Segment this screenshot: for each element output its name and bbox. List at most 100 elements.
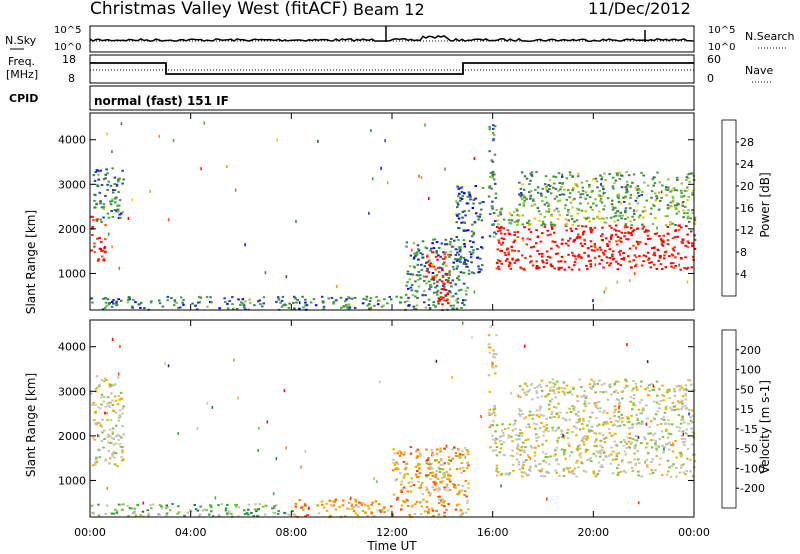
range-cell bbox=[360, 503, 363, 506]
range-cell bbox=[653, 251, 656, 254]
range-cell bbox=[110, 436, 114, 439]
range-cell bbox=[550, 214, 553, 217]
range-cell bbox=[680, 386, 684, 389]
range-cell bbox=[235, 307, 239, 310]
range-cell bbox=[457, 195, 460, 198]
range-cell bbox=[589, 206, 593, 209]
colorbar-tick-label: -200 bbox=[740, 482, 765, 495]
range-cell bbox=[348, 501, 351, 504]
range-cell bbox=[540, 395, 544, 398]
range-cell bbox=[447, 279, 450, 282]
range-cell bbox=[494, 365, 498, 368]
range-cell bbox=[616, 262, 620, 265]
y-tick-label: 2000 bbox=[58, 430, 86, 443]
range-cell bbox=[634, 444, 637, 447]
range-cell bbox=[440, 242, 444, 245]
range-cell bbox=[538, 407, 542, 410]
range-cell bbox=[623, 226, 627, 229]
range-cell bbox=[103, 380, 106, 383]
range-cell bbox=[427, 280, 431, 283]
range-cell bbox=[350, 504, 354, 507]
range-cell bbox=[352, 510, 356, 513]
range-cell bbox=[452, 295, 455, 298]
range-cell bbox=[100, 206, 104, 209]
range-cell bbox=[686, 199, 689, 201]
range-cell bbox=[682, 471, 685, 474]
range-cell bbox=[537, 191, 540, 194]
range-cell bbox=[106, 132, 108, 136]
range-cell bbox=[682, 216, 685, 219]
range-cell bbox=[102, 297, 105, 300]
range-cell bbox=[531, 398, 534, 401]
range-cell bbox=[459, 248, 462, 251]
range-cell bbox=[488, 426, 492, 429]
range-cell bbox=[581, 422, 584, 425]
range-cell bbox=[470, 271, 474, 274]
range-cell bbox=[634, 462, 638, 465]
range-cell bbox=[158, 504, 162, 507]
range-cell bbox=[427, 491, 430, 494]
range-cell bbox=[658, 256, 662, 259]
range-cell bbox=[659, 238, 663, 240]
range-cell bbox=[571, 206, 574, 209]
range-cell bbox=[99, 407, 102, 410]
range-cell bbox=[494, 414, 497, 417]
data-region bbox=[92, 167, 125, 223]
range-cell bbox=[543, 215, 547, 218]
range-cell bbox=[498, 229, 502, 232]
range-cell bbox=[605, 456, 608, 459]
colorbar-frame bbox=[721, 329, 737, 509]
range-cell bbox=[686, 448, 690, 451]
range-cell bbox=[665, 429, 668, 432]
range-cell bbox=[575, 475, 578, 478]
range-cell bbox=[183, 514, 186, 517]
range-cell bbox=[653, 204, 656, 207]
range-cell bbox=[453, 446, 456, 449]
range-cell bbox=[631, 181, 634, 184]
range-cell bbox=[598, 401, 601, 403]
range-cell bbox=[598, 410, 602, 413]
range-cell bbox=[437, 302, 440, 305]
range-cell bbox=[617, 380, 620, 383]
range-cell bbox=[417, 258, 420, 261]
range-cell bbox=[665, 405, 668, 408]
range-cell bbox=[507, 232, 511, 235]
range-cell bbox=[604, 221, 608, 224]
range-cell bbox=[441, 463, 445, 466]
range-cell bbox=[683, 440, 687, 443]
range-cell bbox=[688, 412, 690, 416]
range-cell bbox=[518, 408, 521, 411]
range-cell bbox=[489, 424, 493, 427]
range-cell bbox=[529, 384, 533, 387]
range-cell bbox=[547, 203, 551, 206]
range-cell bbox=[488, 213, 492, 215]
range-cell bbox=[635, 385, 637, 389]
range-cell bbox=[552, 186, 555, 189]
range-cell bbox=[669, 262, 673, 265]
range-cell bbox=[91, 226, 94, 228]
range-cell bbox=[599, 444, 602, 447]
range-cell bbox=[549, 455, 552, 458]
range-cell bbox=[417, 270, 421, 273]
range-cell bbox=[674, 264, 677, 267]
range-cell bbox=[459, 455, 462, 458]
range-cell bbox=[226, 503, 229, 506]
range-cell bbox=[575, 461, 578, 464]
range-cell bbox=[494, 449, 497, 452]
range-cell bbox=[652, 417, 656, 420]
range-cell bbox=[644, 242, 647, 245]
range-cell bbox=[681, 395, 685, 398]
range-cell bbox=[596, 382, 599, 385]
range-cell bbox=[471, 223, 474, 226]
nsky-trace bbox=[89, 34, 694, 43]
range-cell bbox=[619, 237, 622, 240]
range-cell bbox=[532, 245, 535, 248]
range-cell bbox=[429, 283, 432, 286]
range-cell bbox=[465, 467, 469, 470]
range-cell bbox=[462, 321, 464, 325]
range-cell bbox=[609, 262, 612, 265]
range-cell bbox=[544, 456, 547, 458]
range-cell bbox=[573, 220, 576, 223]
range-cell bbox=[482, 201, 485, 203]
range-cell bbox=[579, 193, 582, 196]
